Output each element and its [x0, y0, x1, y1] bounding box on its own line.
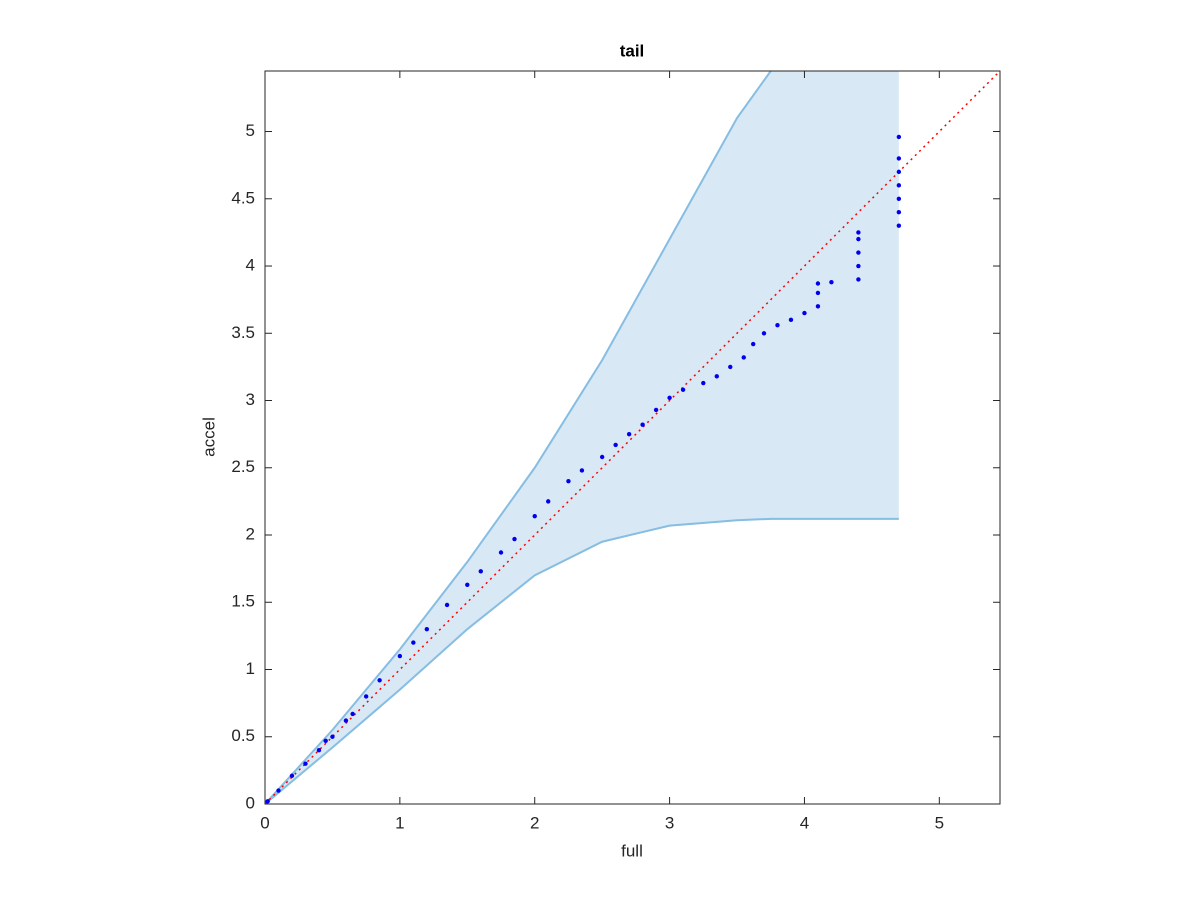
y-tick-label: 4.5 — [231, 188, 255, 207]
data-point — [343, 718, 349, 723]
x-tick-label: 4 — [800, 813, 809, 832]
data-point — [303, 761, 308, 766]
data-point — [316, 748, 322, 753]
y-tick-label: 1.5 — [231, 592, 255, 611]
x-tick-label: 5 — [935, 813, 944, 832]
data-point — [613, 442, 618, 448]
y-tick-label: 0 — [246, 793, 255, 812]
y-tick-label: 3 — [246, 390, 255, 409]
axes: 0 1 2 3 4 5 0 0.5 1 1.5 2 2.5 3 3.5 4 4.5 5 — [231, 70, 1001, 832]
data-point — [265, 799, 270, 804]
data-point — [856, 230, 861, 235]
band-lower-edge — [265, 517, 899, 804]
data-point — [546, 499, 551, 504]
data-point — [896, 134, 902, 140]
data-point — [896, 210, 902, 215]
y-tick-label: 4 — [246, 256, 255, 275]
data-point — [829, 279, 834, 285]
data-point — [512, 536, 517, 542]
data-point — [640, 422, 645, 427]
diagonal-line — [265, 71, 1000, 804]
data-point — [751, 341, 756, 347]
data-point — [532, 513, 537, 519]
data-point — [896, 169, 902, 175]
x-axis-label: full — [621, 841, 643, 860]
data-point — [815, 304, 821, 309]
data-point — [728, 364, 733, 370]
data-point — [330, 734, 335, 739]
data-point — [896, 183, 902, 188]
data-point — [397, 653, 403, 659]
data-point — [599, 454, 605, 460]
data-point — [350, 711, 355, 717]
data-point — [815, 290, 821, 296]
chart-title: tail — [620, 41, 645, 60]
y-tick-label: 2.5 — [231, 457, 255, 476]
y-axis-label: accel — [199, 417, 218, 457]
data-point — [815, 281, 821, 286]
data-point — [856, 250, 861, 255]
data-point — [896, 223, 902, 228]
data-point — [680, 387, 686, 392]
data-point — [788, 317, 794, 323]
plot-area — [265, 71, 1000, 804]
band-upper-edge — [265, 71, 772, 804]
data-point — [498, 550, 504, 555]
data-point — [896, 156, 902, 161]
data-point — [377, 678, 382, 683]
data-point — [276, 788, 281, 793]
y-tick-label: 3.5 — [231, 323, 255, 342]
data-point — [667, 395, 672, 401]
y-tick-label: 1 — [246, 659, 255, 678]
data-point — [444, 602, 450, 608]
data-point — [579, 468, 585, 473]
x-tick-label: 1 — [395, 813, 404, 832]
data-point — [741, 355, 746, 360]
data-point — [363, 694, 369, 699]
data-point — [289, 773, 295, 778]
data-point — [856, 263, 861, 269]
data-point — [465, 582, 470, 587]
x-tick-label: 3 — [665, 813, 674, 832]
x-tick-label: 0 — [260, 813, 269, 832]
axes-box — [264, 70, 1001, 805]
data-point — [323, 738, 328, 743]
band-area — [265, 71, 899, 804]
data-point — [424, 626, 430, 632]
data-point — [896, 196, 902, 201]
data-point — [566, 479, 571, 484]
y-tick-label: 5 — [246, 121, 255, 140]
x-tick-label: 2 — [530, 813, 539, 832]
data-point — [411, 640, 416, 645]
data-point — [802, 310, 807, 316]
data-point — [714, 374, 719, 379]
data-point — [626, 431, 632, 437]
y-tick-label: 0.5 — [231, 726, 255, 745]
data-point — [653, 407, 659, 413]
data-point — [478, 569, 483, 574]
data-point — [761, 331, 767, 336]
data-point — [701, 380, 706, 386]
data-point — [856, 277, 861, 282]
y-tick-label: 2 — [246, 524, 255, 543]
data-point — [856, 236, 861, 242]
data-point — [775, 322, 780, 328]
